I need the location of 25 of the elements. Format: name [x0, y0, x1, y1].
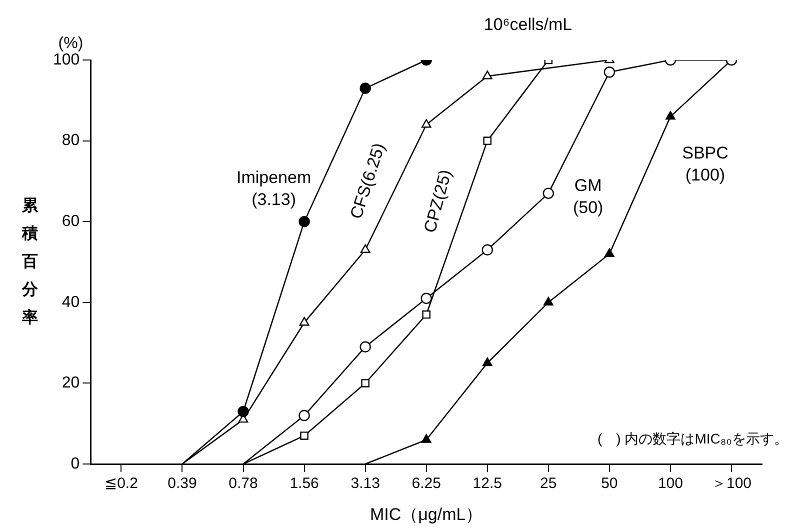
y-tick-label: 100 — [52, 51, 80, 68]
x-tick-label: 12.5 — [472, 475, 502, 492]
x-tick-label: 1.56 — [290, 475, 319, 492]
y-tick-label: 80 — [62, 132, 80, 150]
x-tick-label: 6.25 — [412, 475, 441, 492]
x-tick-label: 0.78 — [228, 475, 258, 492]
x-tick-label: 100 — [658, 475, 683, 492]
x-tick-label: 0.39 — [168, 475, 197, 492]
x-tick-label: ≦0.2 — [104, 475, 138, 492]
y-axis-title: 累積百分率 — [21, 197, 39, 326]
series-label: SBPC (100) — [682, 144, 728, 185]
y-tick-label: 20 — [62, 374, 80, 392]
series-label: Imipenem (3.13) — [236, 168, 312, 209]
text: (%) — [58, 35, 84, 52]
y-tick-label: 60 — [62, 213, 80, 230]
x-axis-title: MIC（μg/mL） — [370, 505, 483, 524]
chart-title: 10⁶cells/mL — [484, 15, 572, 34]
x-tick-label: 25 — [540, 475, 557, 492]
annotation: ( ) 内の数字はMIC₈₀を示す。 — [598, 430, 788, 447]
x-tick-label: ＞100 — [711, 475, 752, 492]
y-tick-label: 0 — [70, 455, 80, 472]
x-tick-label: 3.13 — [350, 475, 380, 492]
x-tick-label: 50 — [601, 475, 618, 492]
series-label: GM (50) — [572, 176, 604, 218]
y-tick-label: 40 — [62, 294, 80, 311]
